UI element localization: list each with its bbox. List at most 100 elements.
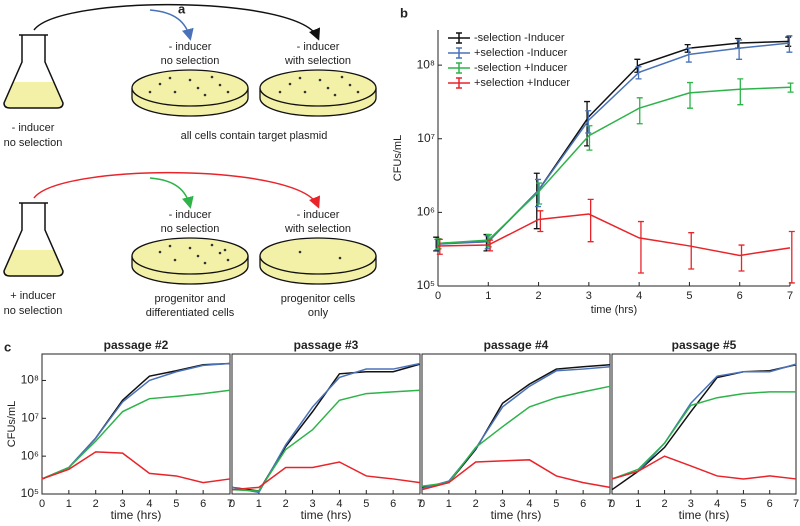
x-tick-label: 0 [435, 290, 441, 302]
series-line [41, 362, 231, 480]
caption: progenitor and [155, 293, 226, 305]
x-tick-label: 0 [419, 498, 425, 510]
legend-swatch [448, 77, 470, 89]
caption: only [308, 307, 329, 319]
legend-label: -selection +Inducer [474, 62, 568, 74]
x-tick-label: 6 [200, 498, 206, 510]
panel-a-bottom: + inducer no selection - inducer no sele… [3, 171, 377, 319]
error-bar [737, 78, 744, 106]
error-bar [586, 125, 593, 151]
plot-frame [611, 353, 797, 495]
legend-swatch [448, 47, 470, 59]
y-tick-label: 10⁵ [417, 278, 435, 292]
x-tick-label: 7 [227, 498, 233, 510]
caption: differentiated cells [146, 307, 235, 319]
caption: progenitor cells [281, 293, 356, 305]
x-tick-label: 0 [229, 498, 235, 510]
error-bar [636, 97, 643, 125]
x-tick-label: 1 [446, 498, 452, 510]
error-bar [436, 238, 443, 255]
error-bar [687, 81, 694, 109]
x-tick-label: 6 [737, 290, 743, 302]
flask-label: no selection [4, 305, 63, 317]
legend-label: +selection -Inducer [474, 47, 568, 59]
x-tick-label: 6 [580, 498, 586, 510]
series-line [421, 364, 611, 489]
panel-label: c [4, 339, 11, 354]
y-tick-label: 10⁶ [21, 448, 39, 462]
x-tick-label: 2 [93, 498, 99, 510]
plate-label: with selection [284, 55, 351, 67]
series-line [421, 366, 611, 490]
y-tick-label: 10⁸ [21, 373, 39, 387]
plate-label: - inducer [169, 41, 212, 53]
chart-title: passage #3 [294, 338, 359, 352]
x-tick-label: 1 [485, 290, 491, 302]
flask-label: - inducer [12, 122, 55, 134]
error-bar [688, 232, 695, 270]
x-tick-label: 4 [526, 498, 532, 510]
x-tick-label: 7 [787, 290, 793, 302]
x-tick-label: 3 [120, 498, 126, 510]
x-tick-label: 5 [363, 498, 369, 510]
x-tick-label: 1 [635, 498, 641, 510]
legend-label: -selection -Inducer [474, 32, 565, 44]
plate-label: no selection [161, 223, 220, 235]
error-bar [785, 36, 792, 47]
plate-label: with selection [284, 223, 351, 235]
series-line [421, 459, 611, 491]
y-tick-label: 10⁸ [417, 57, 435, 71]
x-tick-label: 5 [740, 498, 746, 510]
panel-label: b [400, 5, 408, 20]
series-line [421, 385, 611, 488]
plate-label: - inducer [297, 209, 340, 221]
x-tick-label: 5 [686, 290, 692, 302]
x-axis-label: time (hrs) [491, 508, 542, 522]
error-bar [788, 230, 795, 284]
series-line [41, 451, 231, 484]
plot-frame [421, 353, 611, 495]
chart-title: passage #4 [484, 338, 549, 352]
error-bar [585, 110, 592, 134]
x-tick-label: 2 [536, 290, 542, 302]
chart-title: passage #5 [672, 338, 737, 352]
y-tick-label: 10⁷ [21, 410, 39, 424]
plot-frame [41, 353, 231, 495]
x-tick-label: 7 [607, 498, 613, 510]
series-line [231, 389, 421, 492]
x-tick-label: 5 [553, 498, 559, 510]
plot-frame [231, 353, 421, 495]
error-bar [787, 82, 794, 93]
x-tick-label: 4 [636, 290, 642, 302]
error-bar [736, 39, 743, 60]
error-bar [786, 35, 793, 53]
x-tick-label: 3 [310, 498, 316, 510]
x-axis-label: time (hrs) [679, 508, 730, 522]
series-line [231, 461, 421, 491]
x-tick-label: 7 [793, 498, 799, 510]
chart-title: passage #2 [104, 338, 169, 352]
x-axis-label: time (hrs) [591, 304, 637, 316]
flask-label: no selection [4, 137, 63, 149]
y-tick-label: 10⁶ [417, 205, 435, 219]
flask-label: + inducer [10, 290, 56, 302]
x-tick-label: 5 [173, 498, 179, 510]
panel-a-top: - inducer no selection - inducer no sele… [3, 3, 377, 149]
error-bar [637, 220, 644, 274]
x-tick-label: 3 [586, 290, 592, 302]
y-axis-label: CFUs/mL [392, 135, 404, 181]
series-line [41, 362, 231, 480]
x-tick-label: 3 [500, 498, 506, 510]
x-tick-label: 4 [146, 498, 152, 510]
error-bar [587, 198, 594, 243]
legend-swatch [448, 62, 470, 74]
x-tick-label: 7 [417, 498, 423, 510]
series-line [611, 455, 797, 480]
error-bar [435, 237, 442, 250]
x-axis-label: time (hrs) [111, 508, 162, 522]
panel-label: a [178, 1, 186, 16]
x-tick-label: 6 [767, 498, 773, 510]
x-tick-label: 0 [39, 498, 45, 510]
series-line [437, 86, 791, 245]
